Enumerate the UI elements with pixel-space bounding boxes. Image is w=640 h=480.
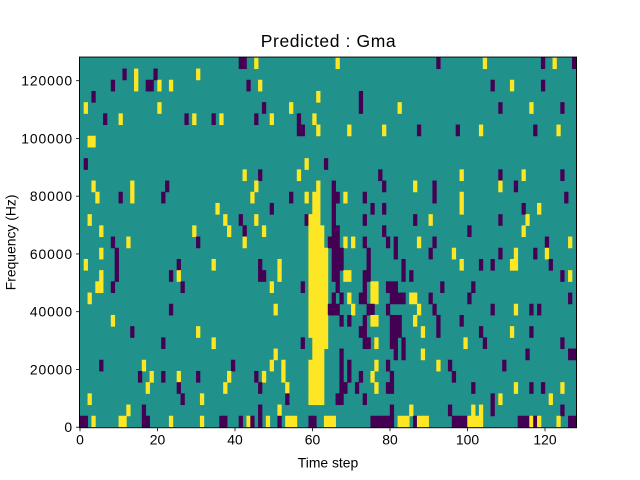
svg-text:80: 80 [382,432,398,448]
svg-text:Predicted : Gma: Predicted : Gma [261,31,396,51]
svg-text:60000: 60000 [30,246,73,262]
svg-text:120000: 120000 [21,73,73,89]
svg-text:60: 60 [305,432,321,448]
svg-text:Time step: Time step [298,455,359,471]
svg-text:Frequency (Hz): Frequency (Hz) [3,195,19,291]
svg-text:20: 20 [150,432,166,448]
svg-text:40000: 40000 [30,304,73,320]
svg-text:100: 100 [456,432,479,448]
svg-text:100000: 100000 [21,130,73,146]
svg-text:20000: 20000 [30,361,73,377]
svg-text:0: 0 [76,432,84,448]
svg-text:40: 40 [227,432,243,448]
svg-text:80000: 80000 [30,188,73,204]
svg-text:0: 0 [64,419,73,435]
svg-text:120: 120 [533,432,556,448]
